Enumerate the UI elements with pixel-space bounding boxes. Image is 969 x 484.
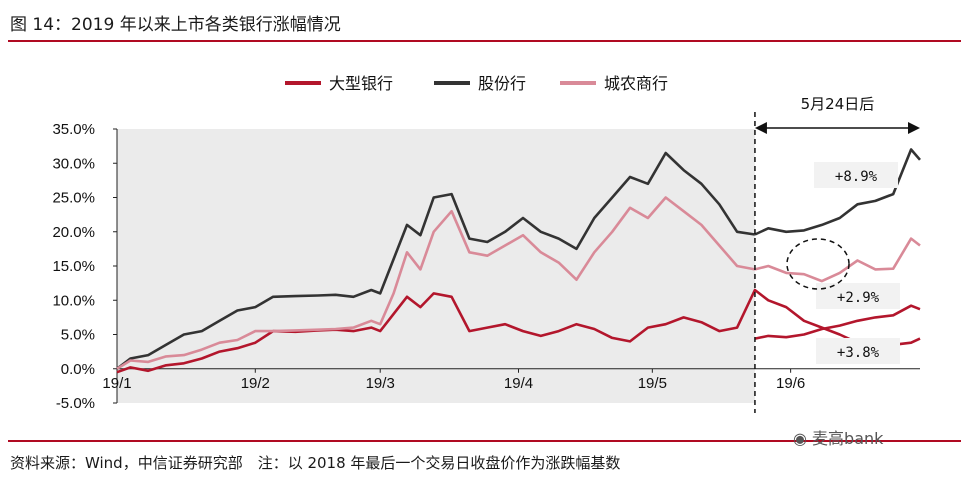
series-line-3-after (754, 237, 921, 283)
header-rule (8, 40, 961, 42)
x-tick-label: 19/1 (102, 375, 131, 392)
x-tick-label: 19/2 (241, 375, 270, 392)
y-tick-label: 25.0% (52, 190, 95, 207)
y-tick-label: 10.0% (52, 292, 95, 309)
highlight-ellipse (786, 238, 850, 290)
y-tick-label: 35.0% (52, 121, 95, 138)
source-note: 资料来源：Wind，中信证券研究部 注：以 2018 年最后一个交易日收盘价作为… (10, 454, 621, 472)
period-arrow-left-head (754, 122, 767, 134)
annotation-label-2: +2.9% (837, 290, 880, 306)
series-line-1-after (754, 304, 921, 340)
series-line-2 (116, 151, 756, 370)
annotation-label-3: +3.8% (837, 345, 880, 361)
x-tick-label: 19/3 (366, 375, 395, 392)
y-tick-label: -5.0% (56, 395, 95, 412)
series-line-2-after (754, 148, 921, 236)
legend: 大型银行 股份行 城农商行 (285, 74, 668, 93)
legend-label-2: 股份行 (478, 74, 526, 93)
annotation-label-1: +8.9% (835, 169, 878, 185)
axes: 35.0% 30.0% 25.0% 20.0% 15.0% 10.0% 5.0% 0.0% -5… (52, 121, 920, 412)
series-line-3 (116, 196, 756, 370)
legend-label-1: 大型银行 (329, 74, 393, 93)
y-tick-label: 0.0% (61, 361, 95, 378)
period-arrow-right-head (908, 122, 920, 134)
legend-label-3: 城农商行 (604, 74, 668, 93)
x-tick-label: 19/6 (776, 375, 805, 392)
wechat-watermark: ◉ 麦高bank (793, 425, 883, 449)
chart-title: 图 14：2019 年以来上市各类银行涨幅情况 (10, 15, 341, 35)
y-tick-label: 15.0% (52, 258, 95, 275)
period-label: 5月24日后 (801, 95, 875, 113)
x-tick-label: 19/4 (504, 375, 533, 392)
x-tick-label: 19/5 (638, 375, 667, 392)
series-lines (116, 148, 921, 374)
shaded-period (117, 129, 755, 403)
y-tick-label: 30.0% (52, 155, 95, 172)
annotation-box-3 (816, 338, 900, 364)
series-line-1 (116, 288, 921, 374)
y-tick-label: 20.0% (52, 224, 95, 241)
watermark-text: 麦高bank (812, 429, 884, 448)
footer-rule (8, 440, 961, 442)
annotations: 5月24日后 +8.9% +2.9% +3.8% (754, 95, 920, 413)
y-tick-label: 5.0% (61, 327, 95, 344)
annotation-box-1 (814, 162, 898, 188)
line-chart: 35.0% 30.0% 25.0% 20.0% 15.0% 10.0% 5.0% 0.0% -5… (52, 74, 921, 413)
wechat-icon: ◉ (793, 429, 813, 448)
